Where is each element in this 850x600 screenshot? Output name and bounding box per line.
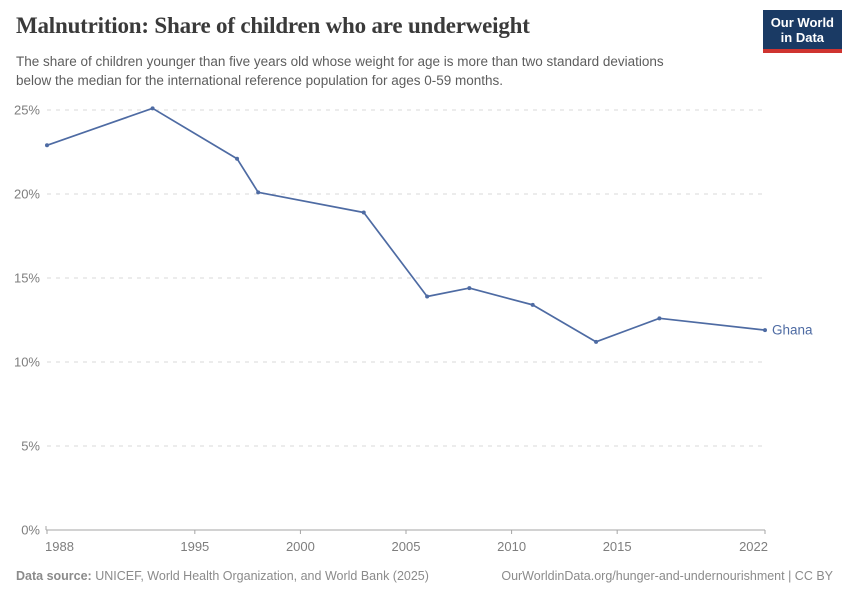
data-point — [467, 286, 472, 291]
x-tick-label: 2010 — [497, 539, 526, 554]
data-point — [235, 156, 240, 161]
y-tick-label: 15% — [14, 271, 40, 286]
y-tick-label: 25% — [14, 103, 40, 118]
data-point — [530, 302, 535, 307]
data-point — [150, 106, 155, 111]
data-source-label: Data source: — [16, 569, 92, 583]
owid-logo-line1: Our World — [770, 15, 834, 30]
x-tick-label: 1988 — [45, 539, 74, 554]
x-tick-label: 2000 — [286, 539, 315, 554]
subtitle-line2: below the median for the international r… — [16, 73, 504, 88]
y-tick-label: 10% — [14, 355, 40, 370]
y-tick-label: 5% — [21, 439, 40, 454]
data-source-text: UNICEF, World Health Organization, and W… — [91, 569, 429, 583]
data-point — [361, 210, 366, 215]
owid-logo-line2: in Data — [780, 30, 825, 45]
data-point — [763, 328, 767, 333]
owid-url-link[interactable]: OurWorldinData.org/hunger-and-undernouri… — [501, 569, 833, 583]
data-point — [256, 190, 261, 195]
page-title: Malnutrition: Share of children who are … — [16, 13, 530, 38]
data-point — [594, 339, 599, 344]
data-point — [45, 143, 49, 148]
chart-footer: Data source: UNICEF, World Health Organi… — [16, 567, 833, 585]
chart-subtitle: The share of children younger than five … — [16, 52, 664, 90]
x-tick-label: 2022 — [739, 539, 768, 554]
x-tick-label: 1995 — [180, 539, 209, 554]
y-tick-label: 20% — [14, 187, 40, 202]
y-tick-label: 0% — [21, 523, 40, 538]
subtitle-line1: The share of children younger than five … — [16, 54, 664, 69]
data-point — [657, 316, 662, 321]
x-tick-label: 2005 — [392, 539, 421, 554]
series-label: Ghana — [772, 323, 813, 338]
data-source: Data source: UNICEF, World Health Organi… — [16, 567, 429, 585]
data-point — [425, 294, 430, 299]
data-line-ghana — [46, 107, 766, 343]
owid-logo: Our World in Data — [762, 10, 842, 53]
x-tick-label: 2015 — [603, 539, 632, 554]
